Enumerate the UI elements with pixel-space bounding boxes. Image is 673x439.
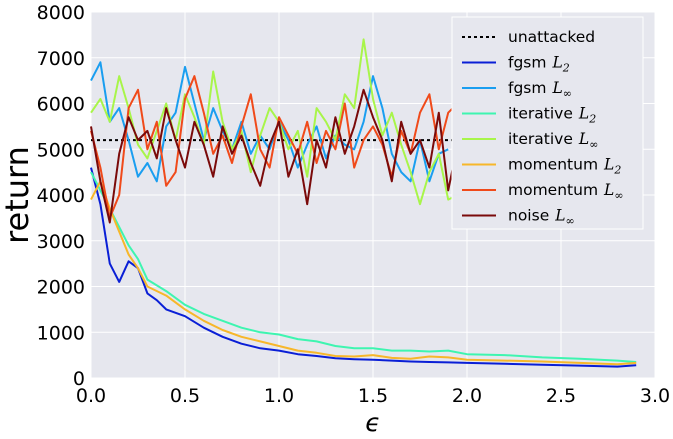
series-line-2 — [90, 61, 449, 183]
y-tick-label: 8000 — [37, 2, 85, 24]
legend-label-subscript: ∞ — [614, 189, 623, 202]
legend-label-subscript: 2 — [613, 164, 621, 177]
y-tick-label: 6000 — [37, 94, 85, 116]
legend-label-subscript: 2 — [562, 62, 570, 75]
legend-label-main: momentum — [508, 156, 598, 174]
y-tick-label: 3000 — [37, 231, 85, 253]
legend-label-0: unattacked — [508, 28, 595, 46]
tick-labels: 0.0 0.5 1.0 1.5 2.0 2.5 3.0 0 1000 2000 3000 4000 50… — [37, 2, 670, 407]
x-tick-label: 2.0 — [452, 385, 482, 407]
legend-label-subscript: ∞ — [566, 215, 575, 228]
grid-lines — [90, 11, 656, 379]
legend-label-norm: L — [551, 54, 562, 72]
y-tick-label: 1000 — [37, 322, 85, 344]
legend-label-norm: L — [578, 105, 589, 123]
series-line-7 — [90, 88, 459, 224]
y-tick-label: 7000 — [37, 48, 85, 70]
x-tick-label: 1.5 — [358, 385, 388, 407]
legend-label-4: iterative L∞ — [508, 130, 598, 151]
x-tick-label: 1.0 — [264, 385, 294, 407]
y-tick-label: 5000 — [37, 139, 85, 161]
legend-label-norm: L — [551, 79, 562, 97]
legend-label-3: iterative L2 — [508, 105, 596, 126]
legend-label-main: momentum — [508, 181, 598, 199]
legend-label-5: momentum L2 — [508, 156, 621, 177]
legend-label-subscript: ∞ — [589, 138, 598, 151]
x-tick-label: 0.5 — [170, 385, 200, 407]
legend-label-subscript: 2 — [588, 113, 596, 126]
x-tick-label: 2.5 — [546, 385, 576, 407]
legend-box — [451, 16, 644, 230]
x-tick-label: 3.0 — [640, 385, 670, 407]
y-tick-label: 0 — [73, 368, 85, 390]
legend-label-main: fgsm — [508, 79, 546, 97]
legend-label-7: noise L∞ — [508, 207, 575, 228]
legend-label-main: fgsm — [508, 54, 546, 72]
y-tick-label: 4000 — [37, 185, 85, 207]
legend-label-subscript: ∞ — [563, 87, 572, 100]
legend-label-norm: L — [603, 156, 614, 174]
x-axis-label: ϵ — [365, 408, 380, 437]
legend-label-norm: L — [554, 207, 565, 225]
y-axis-label: return — [0, 146, 36, 244]
series-layer — [90, 38, 637, 368]
legend-label-1: fgsm L2 — [508, 54, 570, 75]
legend-label-6: momentum L∞ — [508, 181, 624, 202]
legend-label-2: fgsm L∞ — [508, 79, 572, 100]
legend-label-main: iterative — [508, 130, 573, 148]
legend-label-main: noise — [508, 207, 549, 225]
legend-label-norm: L — [603, 181, 614, 199]
series-line-3 — [90, 171, 637, 363]
legend-label-main: unattacked — [508, 28, 595, 46]
series-line-5 — [90, 180, 637, 366]
legend-label-main: iterative — [508, 105, 573, 123]
x-tick-label: 0.0 — [76, 385, 106, 407]
y-tick-label: 2000 — [37, 277, 85, 299]
legend-label-norm: L — [578, 130, 589, 148]
